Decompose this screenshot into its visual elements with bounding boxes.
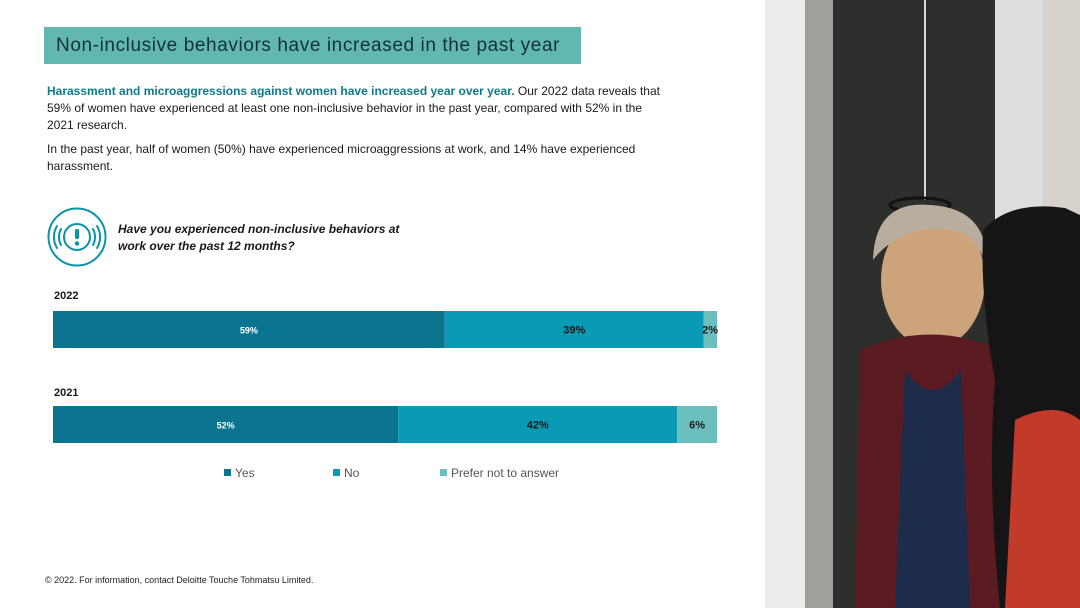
- photo-two-women-talking: [765, 0, 1080, 608]
- slide-title-box: Non-inclusive behaviors have increased i…: [44, 27, 581, 64]
- slide-title: Non-inclusive behaviors have increased i…: [56, 34, 561, 56]
- data-label-2021-yes: 52%: [217, 421, 235, 431]
- survey-question: Have you experienced non-inclusive behav…: [118, 222, 400, 253]
- alert-exclamation-icon: [47, 207, 107, 267]
- intro-text: Harassment and microaggressions against …: [47, 83, 672, 182]
- bar-2022-yes: [53, 311, 445, 348]
- data-label-2021-no: 42%: [527, 420, 549, 432]
- intro-paragraph-2: In the past year, half of women (50%) ha…: [47, 142, 636, 173]
- stacked-bar-chart: 2022 59% 39% 2% 2021 52% 42% 6% Yes No Prefer not …: [53, 290, 718, 480]
- category-label-2021: 2021: [54, 387, 78, 399]
- copyright-footer: © 2022. For information, contact Deloitt…: [45, 575, 314, 585]
- legend-swatch-prefer-not-to-answer: [440, 469, 447, 476]
- intro-lead: Harassment and microaggressions against …: [47, 84, 515, 98]
- bar-2022-prefer-not-to-answer: [703, 311, 717, 348]
- legend-label-no: No: [344, 466, 360, 480]
- category-label-2022: 2022: [54, 290, 78, 302]
- data-label-2022-prefer-not-to-answer: 2%: [702, 325, 718, 337]
- legend-swatch-yes: [224, 469, 231, 476]
- legend-swatch-no: [333, 469, 340, 476]
- legend-label-yes: Yes: [235, 466, 255, 480]
- data-label-2022-yes: 59%: [240, 326, 258, 336]
- bar-2021-prefer-not-to-answer: [677, 406, 717, 443]
- intro-paragraph-1: Harassment and microaggressions against …: [47, 83, 672, 134]
- legend-label-prefer-not-to-answer: Prefer not to answer: [451, 466, 559, 480]
- data-label-2022-no: 39%: [563, 325, 585, 337]
- bar-2021-no: [398, 406, 678, 443]
- bar-2021-yes: [53, 406, 399, 443]
- bar-2022-no: [444, 311, 704, 348]
- intro-rest: Our 2022 data reveals that 59% of women …: [47, 84, 660, 132]
- data-label-2021-prefer-not-to-answer: 6%: [689, 420, 705, 432]
